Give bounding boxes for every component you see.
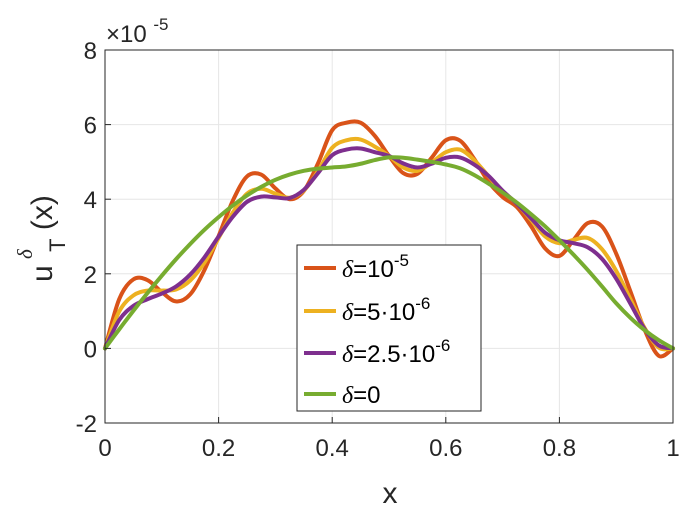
x-tick-label: 0.2 bbox=[202, 435, 235, 462]
legend-label: δ=2.5·10-6 bbox=[342, 336, 450, 368]
y-axis-label-base: u bbox=[26, 265, 59, 282]
legend-label: δ=5·10-6 bbox=[342, 294, 430, 326]
y-axis-label-subscript: T bbox=[45, 238, 70, 251]
series-layer bbox=[103, 119, 675, 359]
y-axis-label-superscript: δ bbox=[13, 248, 37, 259]
y-tick-label: 6 bbox=[84, 113, 97, 140]
series-line-4 bbox=[103, 155, 675, 351]
x-tick-label: 1 bbox=[666, 435, 679, 462]
svg-text:u δ T (x): u δ T (x) bbox=[6, 195, 72, 282]
y-multiplier: ×10 -5 bbox=[106, 15, 169, 48]
x-axis: 0 0.2 0.4 0.6 0.8 1 bbox=[98, 417, 680, 462]
legend: δ=10-5 δ=5·10-6 δ=2.5·10-6 δ=0 bbox=[296, 244, 482, 412]
y-axis-label-suffix: (x) bbox=[26, 195, 59, 230]
y-tick-label: -2 bbox=[76, 411, 97, 438]
x-tick-label: 0.6 bbox=[429, 435, 462, 462]
y-axis: -2 0 2 4 6 8 bbox=[76, 38, 111, 438]
legend-item-3: δ=2.5·10-6 bbox=[304, 336, 450, 368]
x-axis-label: x bbox=[383, 477, 398, 506]
legend-item-4: δ=0 bbox=[304, 382, 381, 409]
x-tick-label: 0.4 bbox=[316, 435, 349, 462]
legend-item-2: δ=5·10-6 bbox=[304, 294, 430, 326]
legend-label: δ=0 bbox=[342, 382, 381, 409]
y-tick-label: 2 bbox=[84, 262, 97, 289]
plot-frame bbox=[104, 49, 674, 424]
y-tick-label: 0 bbox=[84, 336, 97, 363]
legend-box bbox=[296, 244, 482, 412]
y-tick-label: 4 bbox=[84, 187, 97, 214]
x-tick-label: 0.8 bbox=[543, 435, 576, 462]
y-tick-label: 8 bbox=[84, 38, 97, 65]
legend-label: δ=10-5 bbox=[342, 251, 409, 283]
y-multiplier-exponent: -5 bbox=[153, 15, 168, 34]
x-tick-label: 0 bbox=[98, 435, 111, 462]
y-axis-label: u δ T (x) bbox=[6, 195, 72, 282]
legend-item-1: δ=10-5 bbox=[304, 251, 409, 283]
